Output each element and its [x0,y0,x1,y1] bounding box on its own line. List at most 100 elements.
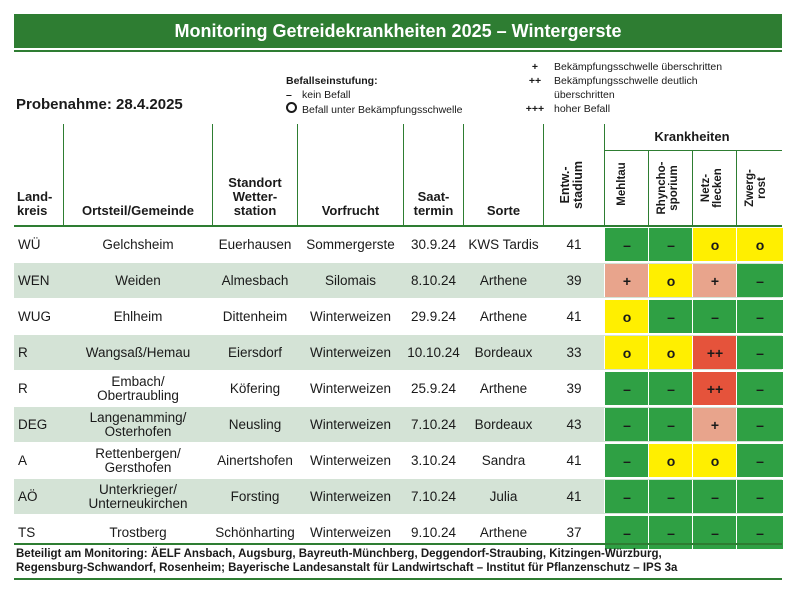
cell-ort: Gelchsheim [102,236,174,252]
cell-sorte: KWS Tardis [468,236,539,252]
title-text: Monitoring Getreidekrankheiten 2025 – Wi… [174,20,622,41]
table-row: DEG Langenamming/ Osterhofen Neusling Winte… [14,407,783,443]
disease-cell: – [736,444,783,477]
cell-vorfrucht: Winterweizen [309,488,392,504]
table-row: A Rettenbergen/ Gersthofen Ainertshofen Win… [14,443,783,479]
cell-standort: Eiersdorf [227,344,283,360]
title-divider [14,50,782,52]
header-zwergrost: Zwerg- rost [744,169,768,207]
cell-entw: 41 [566,452,582,468]
cell-saat: 9.10.24 [410,524,457,540]
cell-vorfrucht: Winterweizen [309,380,392,396]
cell-sorte: Arthene [479,524,528,540]
disease-cell: o [604,336,649,369]
disease-cell: ++ [692,336,737,369]
footer-divider [14,543,782,545]
cell-saat: 10.10.24 [407,344,460,360]
cell-saat: 3.10.24 [410,452,457,468]
cell-vorfrucht: Silomais [324,272,376,288]
disease-table: WÜ Gelchsheim Euerhausen Sommergerste 30.9.2… [14,227,783,551]
legend-befall: Befallseinstufung: – kein Befall Befall … [286,74,463,117]
disease-cell: – [736,408,783,441]
disease-cell: + [692,408,737,441]
header-saattermin: Saat- termin [413,189,454,218]
header-netzflecken: Netz- flecken [700,168,724,208]
cell-lk: DEG [18,416,48,432]
page-title: Monitoring Getreidekrankheiten 2025 – Wi… [14,14,782,48]
header-divider [463,124,464,226]
table-row: R Embach/ Obertraubling Köfering Winterweiz… [14,371,783,407]
cell-saat: 7.10.24 [410,488,457,504]
cell-saat: 25.9.24 [410,380,457,396]
header-mehltau: Mehltau [616,162,628,206]
cell-standort: Euerhausen [218,236,292,252]
cell-entw: 39 [566,272,582,288]
cell-ort: Unterkrieger/ Unterneukirchen [88,481,188,511]
legend-symbol: + [531,61,539,73]
header-divider [297,124,298,226]
legend-item-plus: + Bekämpfungsschwelle überschritten [516,60,754,74]
cell-saat: 30.9.24 [410,236,457,252]
header-divider [212,124,213,226]
cell-lk: A [18,452,28,468]
header-bottom-divider [14,225,782,227]
header-divider [63,124,64,226]
legend-item-plusplusplus: +++ hoher Befall [516,102,754,116]
cell-standort: Schönharting [215,524,295,540]
cell-sorte: Bordeaux [474,416,533,432]
cell-sorte: Bordeaux [474,344,533,360]
header-landkreis: Land- kreis [17,189,53,218]
disease-cell: – [604,444,649,477]
legend-text: Befall unter Bekämpfungsschwelle [302,103,463,116]
cell-ort: Rettenbergen/ Gersthofen [95,445,181,475]
legend-symbol: ++ [528,75,542,87]
legend-item-unter: Befall unter Bekämpfungsschwelle [286,102,463,117]
header-ortsteil: Ortsteil/Gemeinde [82,203,194,218]
legend-text: Bekämpfungsschwelle überschritten [554,61,723,73]
disease-cell: o [692,444,737,477]
disease-cell: – [736,336,783,369]
legend-symbol: – [286,89,292,101]
disease-cell: o [692,228,737,261]
header-divider [604,124,605,226]
legend-schwelle: + Bekämpfungsschwelle überschritten ++ B… [516,60,754,116]
cell-standort: Köfering [229,380,281,396]
cell-entw: 41 [566,236,582,252]
disease-cell: – [604,372,649,405]
legend-befall-heading: Befallseinstufung: [286,75,378,87]
cell-ort: Wangsaß/Hemau [85,344,191,360]
legend-text: kein Befall [302,89,351,101]
cell-sorte: Sandra [481,452,526,468]
disease-cell: – [692,300,737,333]
disease-cell: – [604,228,649,261]
cell-standort: Forsting [230,488,280,504]
cell-entw: 41 [566,308,582,324]
cell-ort: Trostberg [109,524,167,540]
legend-text: hoher Befall [554,103,611,115]
header-entw: Entw.- stadium [558,161,585,209]
disease-cell: – [648,300,693,333]
table-row: TS Trostberg Schönharting Winterweizen 9.10.… [14,515,783,551]
footer-text: Beteiligt am Monitoring: ÄELF Ansbach, A… [16,548,678,574]
cell-entw: 43 [566,416,582,432]
header-divider [648,150,649,226]
disease-cell: – [604,408,649,441]
cell-sorte: Arthene [479,380,528,396]
disease-cell: – [648,480,693,513]
cell-lk: R [18,380,28,396]
cell-standort: Ainertshofen [217,452,293,468]
cell-ort: Embach/ Obertraubling [97,373,179,403]
cell-vorfrucht: Winterweizen [309,344,392,360]
cell-saat: 8.10.24 [410,272,457,288]
cell-entw: 33 [566,344,582,360]
header-sorte: Sorte [486,203,521,218]
disease-cell: – [736,264,783,297]
cell-ort: Weiden [115,272,161,288]
header-krankheiten: Krankheiten [654,129,730,144]
cell-vorfrucht: Winterweizen [309,452,392,468]
cell-lk: AÖ [18,488,38,504]
cell-saat: 7.10.24 [410,416,457,432]
table-row: WUG Ehlheim Dittenheim Winterweizen 29.9.24 A… [14,299,783,335]
cell-entw: 37 [566,524,582,540]
cell-vorfrucht: Winterweizen [309,308,392,324]
